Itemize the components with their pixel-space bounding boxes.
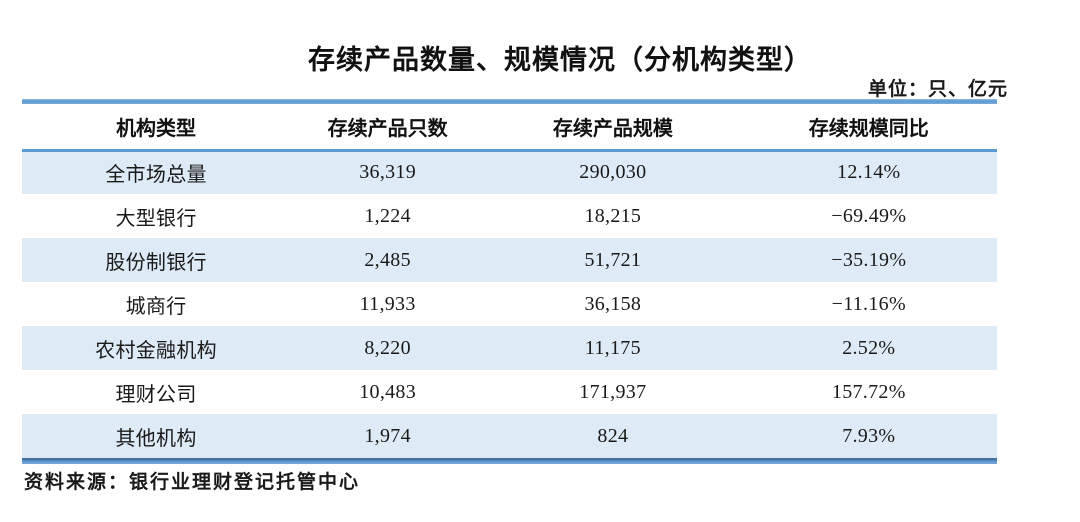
table-cell: 其他机构 — [115, 427, 197, 450]
table-cell: 51,721 — [584, 248, 642, 271]
table-cell: −11.16% — [831, 292, 906, 315]
column-header-product-scale: 存续产品规模 — [485, 104, 741, 152]
table-cell: 全市场总量 — [105, 164, 207, 187]
table-bottom-rule — [22, 458, 997, 464]
table-cell: 11,933 — [359, 292, 416, 315]
table-row: 股份制银行 2,485 51,721 −35.19% — [22, 238, 997, 282]
table-cell: 1,224 — [364, 204, 411, 227]
table-cell: 11,175 — [584, 336, 641, 359]
table-row: 城商行 11,933 36,158 −11.16% — [22, 282, 997, 326]
table-cell: 股份制银行 — [105, 251, 207, 274]
table-cell: 824 — [597, 424, 629, 447]
table-cell: 36,158 — [584, 292, 642, 315]
table-row: 其他机构 1,974 824 7.93% — [22, 414, 997, 458]
institution-table: 机构类型 存续产品只数 存续产品规模 存续规模同比 全市场总量 36,319 2… — [22, 104, 997, 458]
column-header-institution-type: 机构类型 — [22, 104, 291, 152]
unit-note: 单位：只、亿元 — [867, 79, 1008, 100]
table-cell: 290,030 — [579, 161, 647, 184]
table-cell: 1,974 — [364, 424, 411, 447]
table-cell: 农村金融机构 — [95, 339, 217, 362]
column-header-scale-yoy: 存续规模同比 — [740, 104, 997, 152]
table-cell: 157.72% — [831, 380, 906, 403]
source-note: 资料来源：银行业理财登记托管中心 — [24, 472, 361, 493]
table-row: 农村金融机构 8,220 11,175 2.52% — [22, 326, 997, 370]
table-cell: 12.14% — [837, 161, 901, 184]
table-cell: 7.93% — [842, 424, 896, 447]
table-cell: −69.49% — [831, 204, 907, 227]
table-cell: 10,483 — [359, 380, 417, 403]
table-cell: 2.52% — [842, 336, 896, 359]
table-top-rule — [22, 99, 997, 104]
table-cell: 2,485 — [364, 248, 411, 271]
table-title: 存续产品数量、规模情况（分机构类型） — [308, 45, 812, 75]
table-cell: 城商行 — [125, 295, 187, 318]
data-table: 机构类型 存续产品只数 存续产品规模 存续规模同比 全市场总量 36,319 2… — [22, 99, 997, 464]
table-row: 大型银行 1,224 18,215 −69.49% — [22, 194, 997, 238]
table-cell: 大型银行 — [115, 207, 197, 230]
table-cell: −35.19% — [831, 248, 907, 271]
table-row: 理财公司 10,483 171,937 157.72% — [22, 370, 997, 414]
table-cell: 18,215 — [584, 204, 642, 227]
table-row: 全市场总量 36,319 290,030 12.14% — [22, 150, 997, 194]
table-cell: 171,937 — [579, 380, 647, 403]
table-cell: 理财公司 — [115, 383, 197, 406]
header-row: 机构类型 存续产品只数 存续产品规模 存续规模同比 — [22, 104, 997, 152]
table-cell: 36,319 — [359, 161, 417, 184]
table-cell: 8,220 — [364, 336, 411, 359]
column-header-product-count: 存续产品只数 — [290, 104, 486, 152]
